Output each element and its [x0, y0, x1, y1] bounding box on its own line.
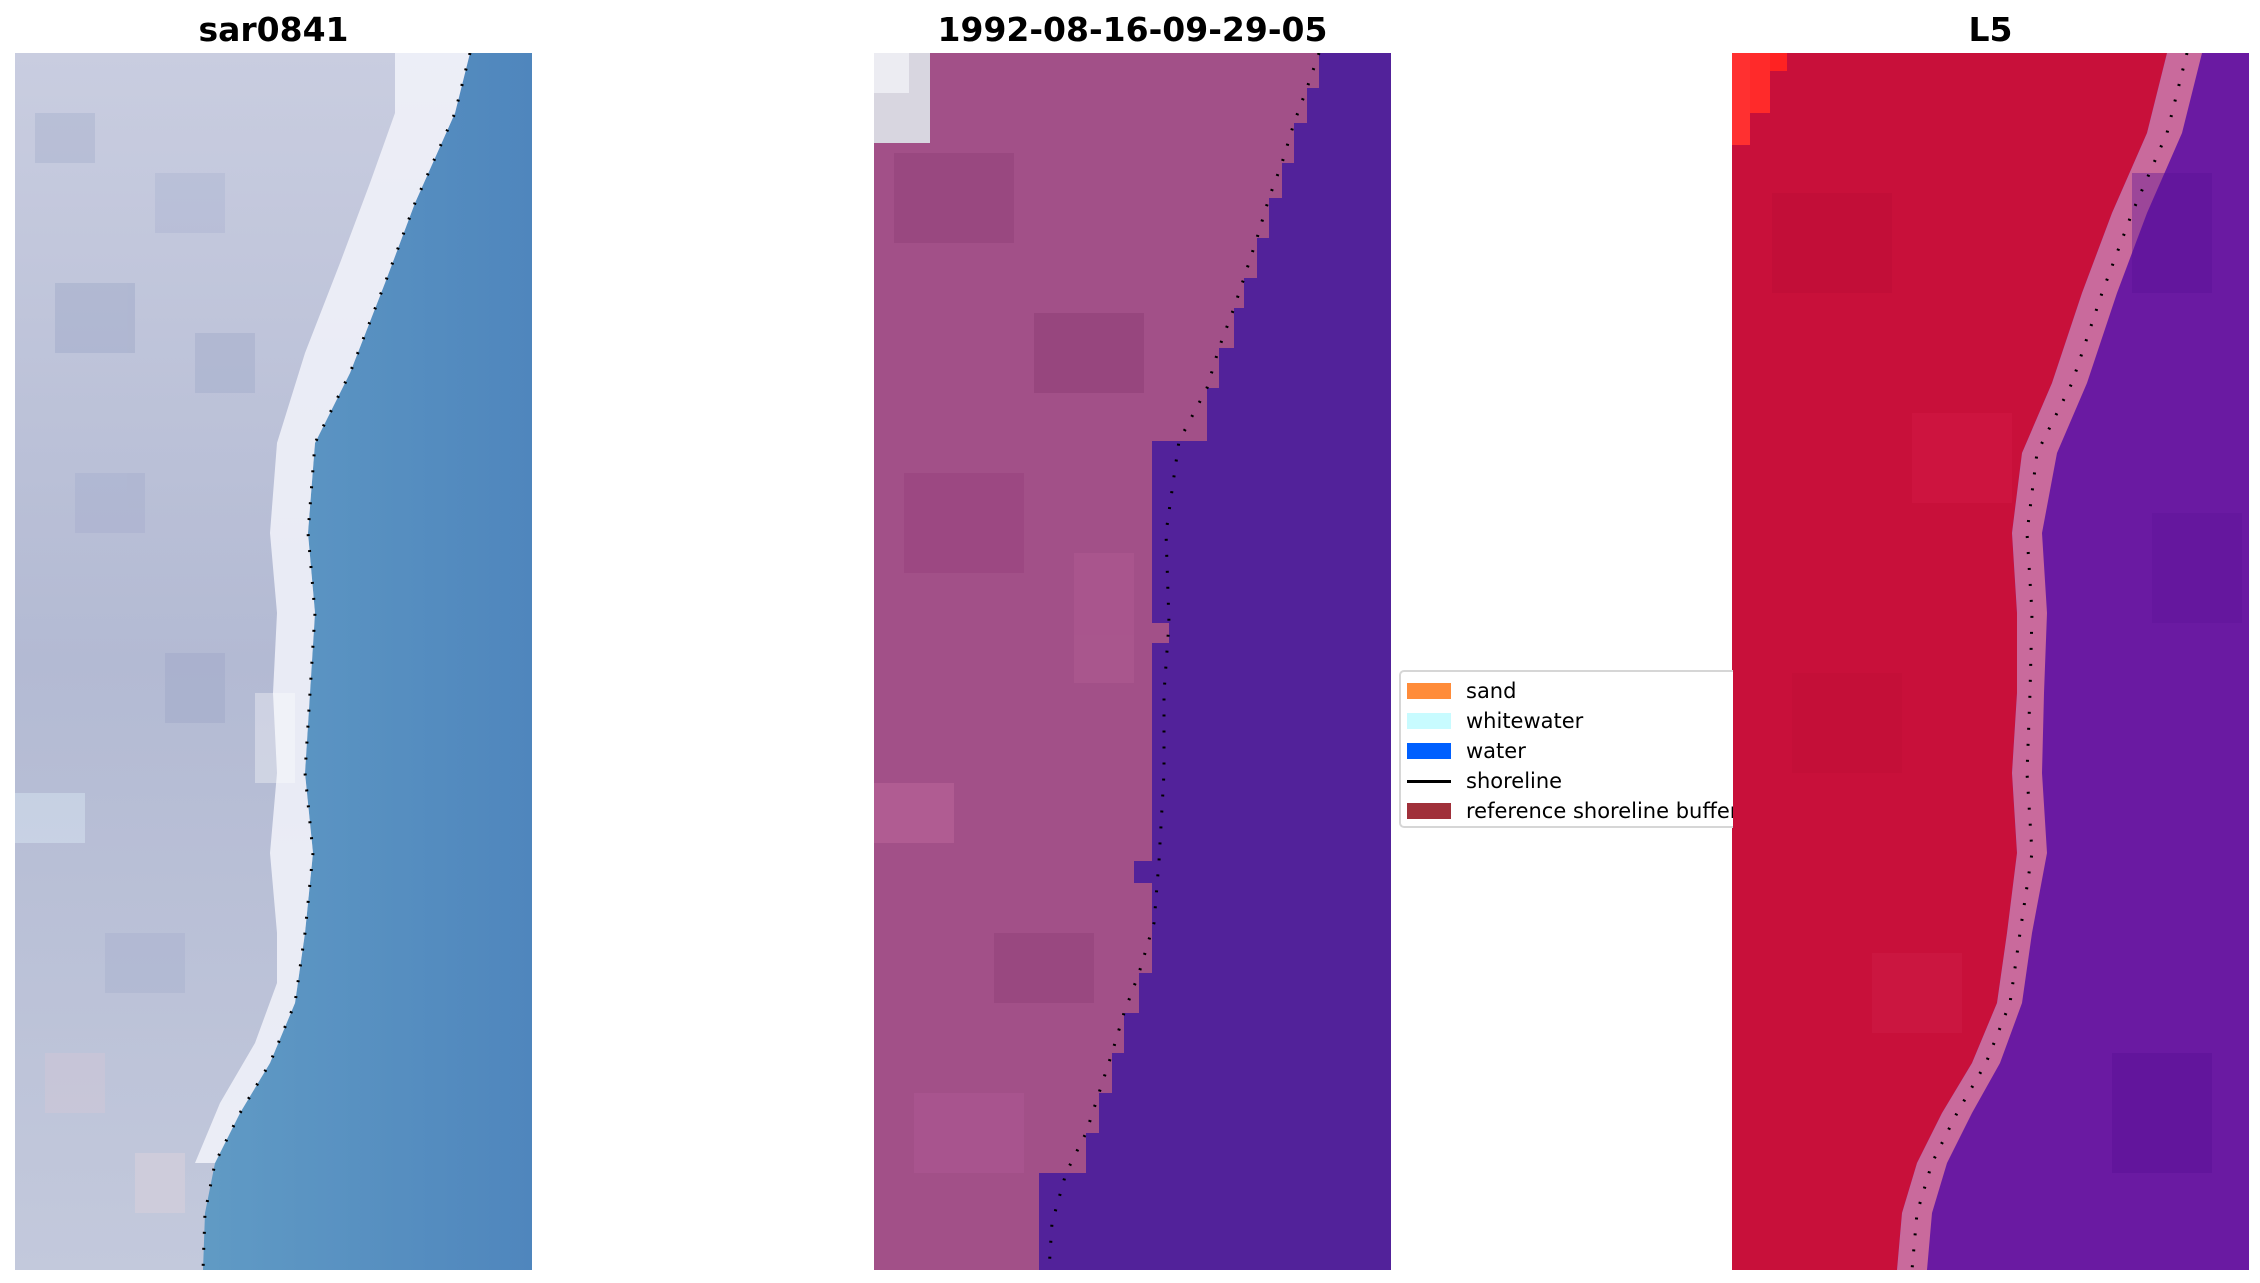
panel-title-index: L5	[1968, 10, 2013, 49]
legend-item-shoreline: shoreline	[1407, 766, 1562, 796]
classified-image	[874, 53, 1391, 1270]
legend-item-whitewater: whitewater	[1407, 706, 1583, 736]
legend-label-reference-buffer: reference shoreline buffer	[1466, 799, 1733, 823]
legend-swatch-shoreline	[1407, 779, 1451, 783]
index-image-panel	[1732, 53, 2249, 1270]
legend-label-water: water	[1466, 739, 1526, 763]
panel-title-rgb: sar0841	[198, 10, 349, 49]
legend-swatch-reference-buffer	[1407, 803, 1451, 819]
legend-item-sand: sand	[1407, 676, 1516, 706]
legend-swatch-water	[1407, 743, 1451, 759]
rgb-image-panel	[15, 53, 532, 1270]
panel-title-classified: 1992-08-16-09-29-05	[937, 10, 1328, 49]
legend-item-water: water	[1407, 736, 1526, 766]
legend-label-sand: sand	[1466, 679, 1517, 703]
classified-image-panel	[874, 53, 1391, 1270]
legend-swatch-sand	[1407, 683, 1451, 699]
legend-swatch-whitewater	[1407, 713, 1451, 729]
rgb-image	[15, 53, 532, 1270]
legend: sand whitewater water shoreline referenc…	[1399, 670, 1733, 828]
legend-item-reference-buffer: reference shoreline buffer	[1407, 796, 1733, 826]
legend-label-whitewater: whitewater	[1466, 709, 1584, 733]
index-image	[1732, 53, 2249, 1270]
legend-label-shoreline: shoreline	[1466, 769, 1563, 793]
